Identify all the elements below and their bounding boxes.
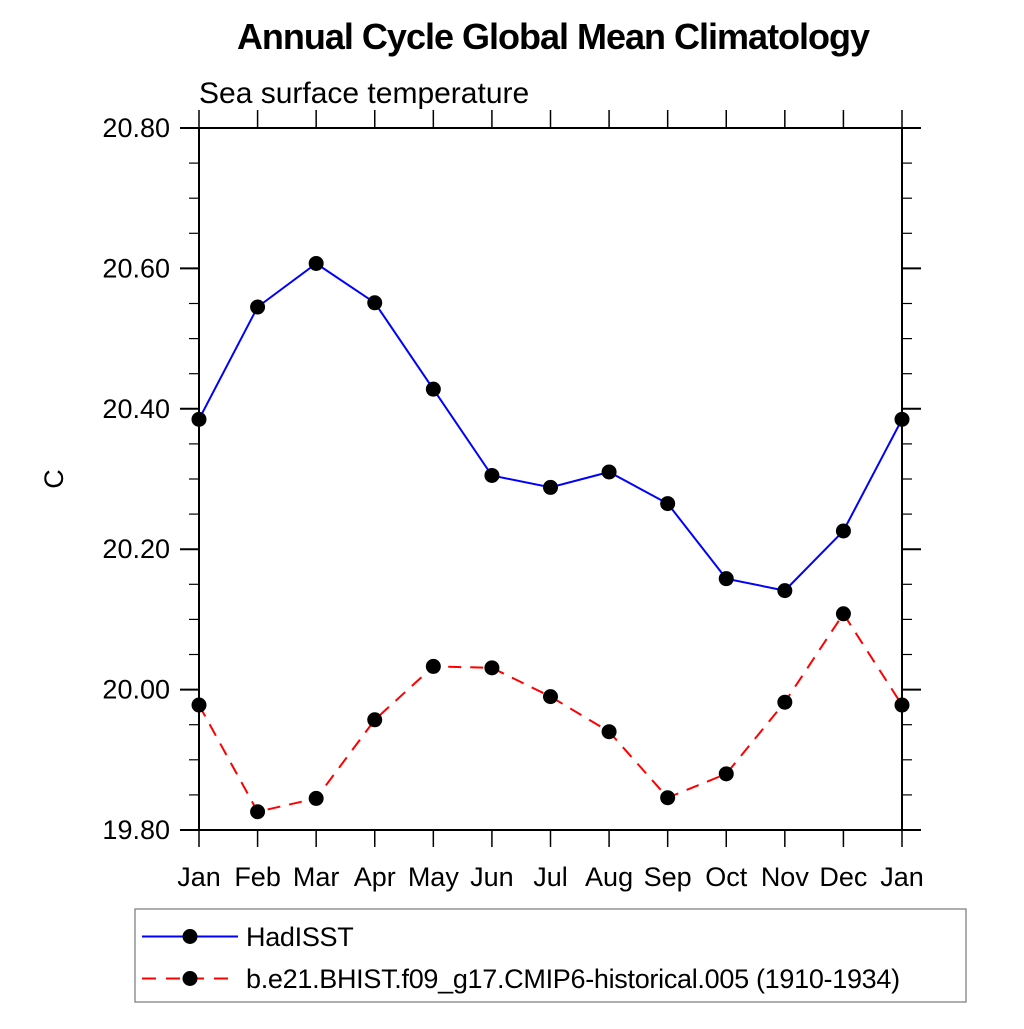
plot-frame xyxy=(198,127,903,831)
chart-title: Annual Cycle Global Mean Climatology xyxy=(237,16,870,57)
data-point-marker xyxy=(660,496,676,512)
y-tick-label: 19.80 xyxy=(102,815,170,845)
series-lines xyxy=(198,262,903,813)
data-point-marker xyxy=(835,606,851,622)
y-axis-label: C xyxy=(39,469,69,489)
y-tick-label: 20.00 xyxy=(102,675,170,705)
x-tick-label: Mar xyxy=(293,862,340,892)
data-point-marker xyxy=(718,766,734,782)
data-point-marker xyxy=(484,467,500,483)
data-point-marker xyxy=(367,295,383,311)
data-point-marker xyxy=(894,697,910,713)
data-point-marker xyxy=(543,479,558,495)
legend-box xyxy=(134,908,967,1003)
x-tick-label: Feb xyxy=(234,862,281,892)
data-point-marker xyxy=(484,660,500,676)
data-point-marker xyxy=(308,255,324,271)
data-point-marker xyxy=(894,411,910,427)
x-tick-label: Jul xyxy=(533,862,568,892)
y-tick-label: 20.40 xyxy=(102,394,170,424)
x-axis-ticks: Jan Feb Mar Apr May Jun Jul Aug Sep Oct Nov Dec Jan xyxy=(177,110,924,892)
data-point-marker xyxy=(601,464,617,480)
legend-label-model: b.e21.BHIST.f09_g17.CMIP6-historical.005… xyxy=(246,964,900,994)
data-point-marker xyxy=(660,790,676,806)
series-line-1 xyxy=(198,611,903,813)
x-tick-label: Jan xyxy=(880,862,924,892)
y-tick-label: 20.60 xyxy=(102,253,170,283)
legend-row-hadisst: HadISST xyxy=(142,922,354,952)
legend-marker-dot xyxy=(182,971,198,986)
x-tick-label: Nov xyxy=(761,862,810,892)
x-tick-label: Oct xyxy=(705,862,748,892)
y-axis-ticks: 19.80 20.00 20.20 20.40 20.60 20.80 xyxy=(102,113,921,845)
x-tick-label: Apr xyxy=(354,862,396,892)
y-tick-label: 20.20 xyxy=(102,534,170,564)
data-point-marker xyxy=(543,689,558,705)
legend: HadISST b.e21.BHIST.f09_g17.CMIP6-histor… xyxy=(134,908,967,1003)
x-tick-label: Aug xyxy=(585,862,633,892)
series-line-0 xyxy=(198,262,903,592)
chart-subtitle: Sea surface temperature xyxy=(199,77,529,110)
data-point-marker xyxy=(777,694,793,710)
legend-label-hadisst: HadISST xyxy=(246,922,353,952)
data-point-marker xyxy=(191,697,207,713)
x-tick-label: Dec xyxy=(819,862,867,892)
y-tick-label: 20.80 xyxy=(102,113,170,143)
data-point-marker xyxy=(191,411,207,427)
data-point-marker xyxy=(250,299,266,315)
data-point-marker xyxy=(250,804,266,820)
x-tick-label: Jan xyxy=(177,862,221,892)
data-point-marker xyxy=(601,724,617,740)
data-point-marker xyxy=(835,523,851,539)
x-tick-label: Jun xyxy=(470,862,514,892)
data-point-marker xyxy=(425,381,441,397)
data-point-marker xyxy=(777,583,793,599)
legend-marker-dot xyxy=(182,929,198,944)
series-markers xyxy=(191,255,910,820)
data-point-marker xyxy=(308,790,324,806)
legend-row-model: b.e21.BHIST.f09_g17.CMIP6-historical.005… xyxy=(142,964,900,994)
x-tick-label: May xyxy=(408,862,460,892)
x-tick-label: Sep xyxy=(644,862,692,892)
data-point-marker xyxy=(718,571,734,587)
data-point-marker xyxy=(367,712,383,728)
data-point-marker xyxy=(425,658,441,674)
